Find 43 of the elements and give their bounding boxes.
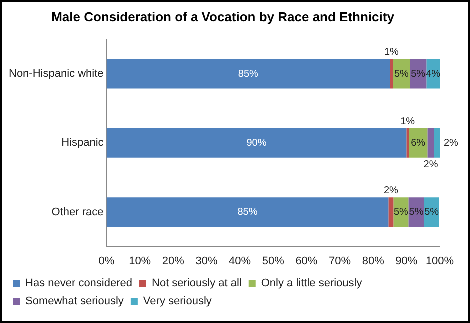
data-label: 1% [384,47,400,58]
data-label: 2% [424,160,438,171]
x-tick-label: 0% [98,255,115,268]
bar [434,128,440,158]
data-label: 6% [411,138,426,149]
data-label: 1% [400,116,416,128]
legend-label: Has never considered [26,278,133,290]
data-label: 85% [238,68,259,80]
legend-label: Not seriously at all [152,278,242,290]
bar [106,198,389,227]
x-tick-label: 100% [426,255,454,268]
x-tick-label: 90% [396,255,418,268]
x-tick-label: 30% [196,255,218,268]
chart-title: Male Consideration of a Vocation by Race and Ethnicity [52,9,396,24]
data-label: 5% [424,207,440,218]
bar [428,128,434,158]
data-label: 5% [409,207,424,218]
bar [106,128,407,158]
legend-label: Somewhat seriously [26,296,124,308]
x-tick-label: 20% [162,255,185,268]
legend-label: Very seriously [143,296,212,308]
x-tick-label: 60% [296,255,318,268]
x-tick-label: 50% [262,255,285,268]
y-tick-label: Other race [52,206,104,218]
x-tick-label: 10% [129,255,152,268]
data-label: 2% [384,185,399,196]
x-tick-label: 80% [362,255,385,268]
data-label: 5% [394,68,410,80]
bar [388,198,394,227]
legend-label: Only a little seriously [261,278,363,290]
bar [106,59,390,89]
x-tick-label: 70% [329,255,352,268]
y-tick-label: Hispanic [62,137,104,150]
data-label: 85% [238,207,258,218]
data-label: 2% [444,138,459,149]
bar [406,128,410,158]
bar [408,198,424,227]
bar [390,59,394,89]
data-label: 5% [411,68,426,80]
data-label: 90% [246,138,267,149]
y-tick-label: Non-Hispanic white [8,68,104,80]
x-tick-label: 40% [229,255,252,268]
data-label: 5% [394,207,409,218]
